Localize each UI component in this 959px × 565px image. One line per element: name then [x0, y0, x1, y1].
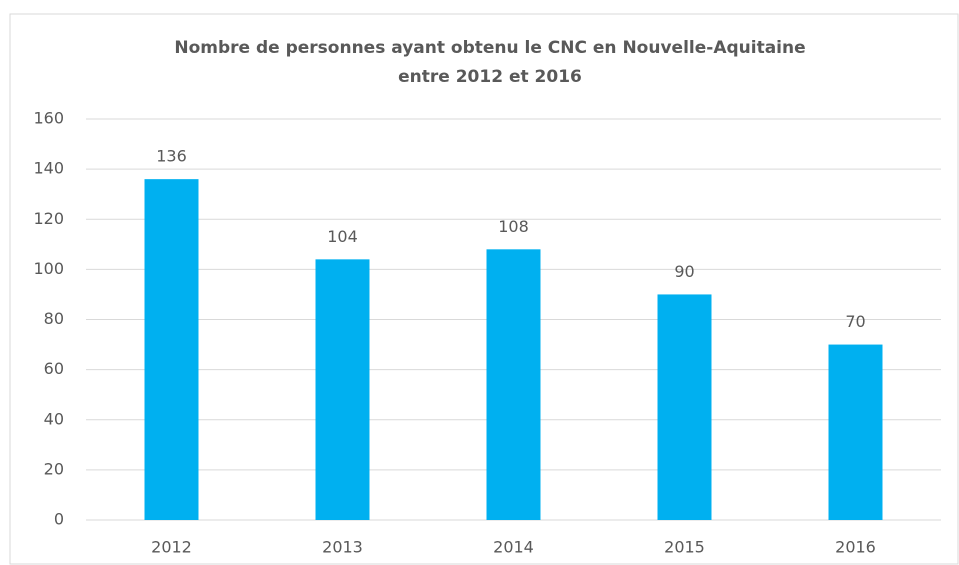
chart-title: entre 2012 et 2016	[398, 67, 582, 87]
x-tick-label: 2014	[493, 538, 534, 557]
bar	[828, 344, 883, 520]
y-tick-label: 60	[44, 359, 64, 378]
x-tick-label: 2015	[664, 538, 705, 557]
y-tick-label: 0	[54, 510, 64, 529]
x-tick-label: 2013	[322, 538, 363, 557]
x-tick-label: 2016	[835, 538, 876, 557]
y-tick-label: 120	[33, 209, 64, 228]
bar	[315, 259, 370, 520]
y-tick-label: 40	[44, 409, 64, 428]
data-label: 108	[498, 217, 529, 236]
bar	[486, 249, 541, 520]
chart-border	[9, 13, 959, 565]
x-tick-label: 2012	[151, 538, 192, 557]
y-tick-label: 140	[33, 159, 64, 178]
bar	[657, 294, 712, 520]
chart-title: Nombre de personnes ayant obtenu le CNC …	[174, 38, 805, 58]
data-label: 136	[156, 147, 187, 166]
y-tick-label: 80	[44, 309, 64, 328]
data-label: 70	[845, 312, 865, 331]
data-label: 90	[674, 262, 694, 281]
y-tick-label: 160	[33, 109, 64, 128]
data-label: 104	[327, 227, 358, 246]
y-tick-label: 20	[44, 459, 64, 478]
y-tick-label: 100	[33, 259, 64, 278]
bar	[144, 179, 199, 520]
